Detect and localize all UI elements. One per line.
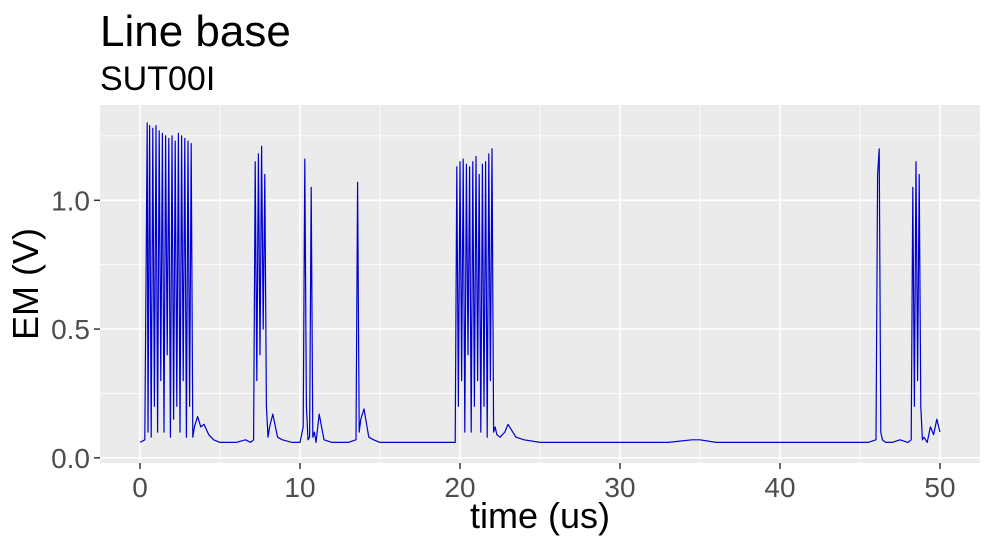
y-tick-label: 0.5 bbox=[51, 314, 90, 345]
x-tick-label: 10 bbox=[284, 472, 315, 503]
series-layer bbox=[139, 122, 941, 443]
chart-title: Line base bbox=[100, 7, 291, 56]
y-tick-label: 1.0 bbox=[51, 185, 90, 216]
axis-ticks: 0 10 20 30 40 50 0.0 0.5 1.0 bbox=[51, 185, 956, 503]
grid-lines bbox=[100, 105, 980, 463]
x-tick-label: 50 bbox=[924, 472, 955, 503]
y-tick-label: 0.0 bbox=[51, 443, 90, 474]
y-axis-label: EM (V) bbox=[5, 228, 46, 340]
x-tick-label: 0 bbox=[132, 472, 148, 503]
series-line bbox=[139, 122, 941, 443]
x-tick-label: 40 bbox=[764, 472, 795, 503]
x-axis-label: time (us) bbox=[470, 495, 610, 536]
x-tick-label: 30 bbox=[604, 472, 635, 503]
x-tick-label: 20 bbox=[444, 472, 475, 503]
chart-subtitle: SUT00I bbox=[100, 60, 215, 98]
